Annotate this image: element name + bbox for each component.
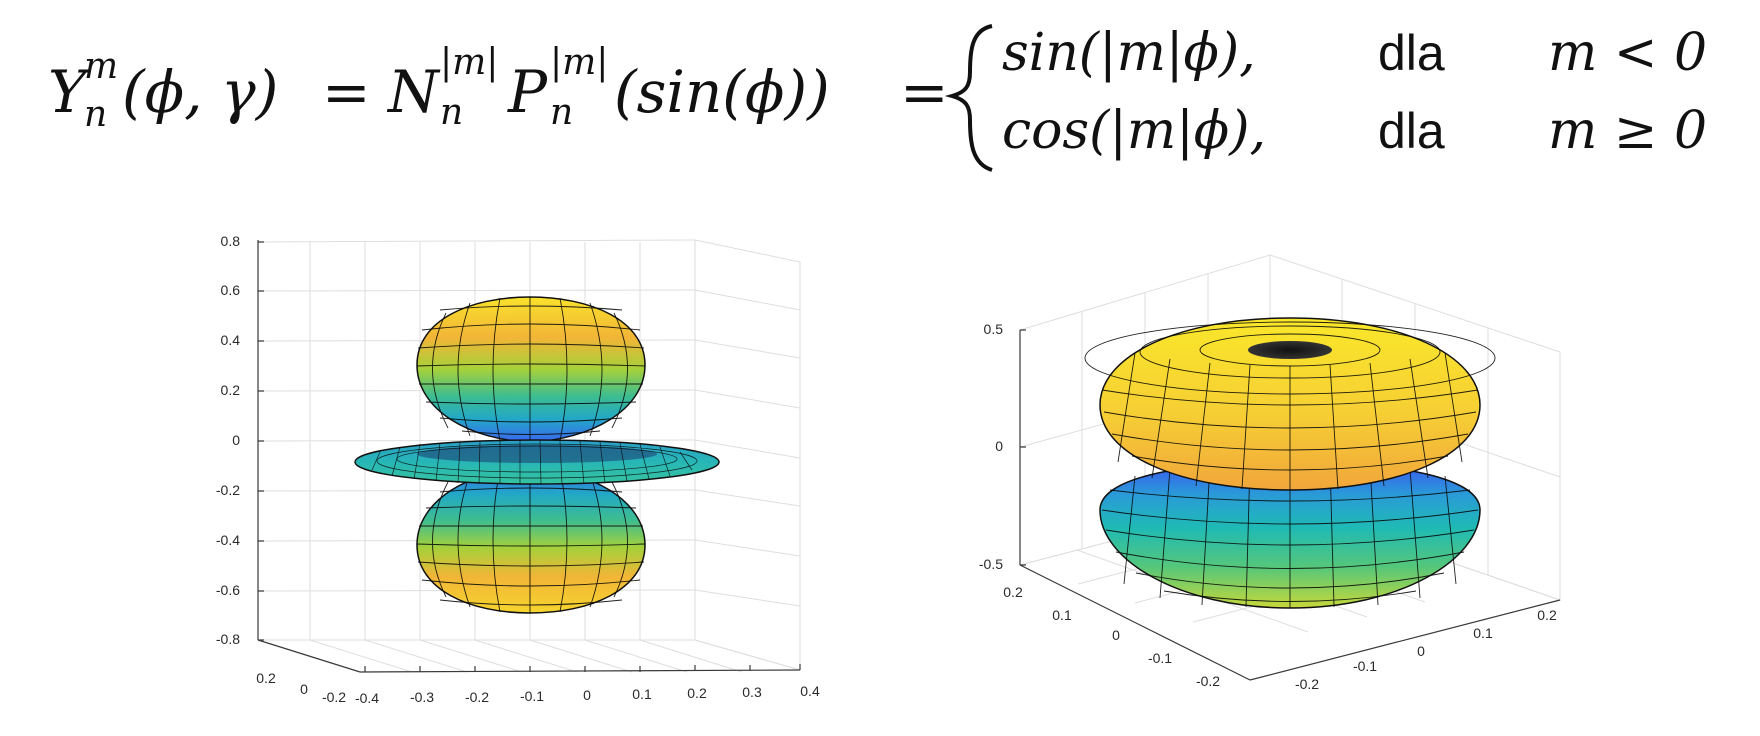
formula-P-superscript: |m| — [550, 42, 608, 83]
left-x-tick-0.4: 0.4 — [800, 683, 820, 699]
formula-legendre: P |m| n (sin(ϕ)) — [507, 42, 830, 133]
left-x-tick-0: 0 — [583, 687, 591, 703]
formula-case-brace — [944, 24, 993, 172]
formula-case2-condition: m ≥ 0 — [1548, 101, 1707, 161]
formula-P-argument: (sin(ϕ)) — [614, 58, 830, 126]
formula-equals-2: = — [900, 58, 949, 126]
left-z-tick-neg0.8: -0.8 — [216, 631, 240, 647]
right-plot-y-tick-labels: 0.2 0.1 0 -0.1 -0.2 — [1003, 584, 1220, 689]
right-y-tick-neg0.2: -0.2 — [1196, 673, 1220, 689]
formula-P: P — [507, 58, 548, 126]
left-plot-x-tick-labels: -0.4 -0.3 -0.2 -0.1 0 0.1 0.2 0.3 0.4 — [355, 683, 820, 706]
left-z-tick-0.4: 0.4 — [221, 332, 241, 348]
left-z-tick-neg0.6: -0.6 — [216, 582, 240, 598]
formula-case-1: sin(|m|ϕ), dla m < 0 — [1002, 23, 1707, 83]
formula-N-subscript: n — [440, 92, 463, 133]
formula-lhs: Y m n (ϕ, γ) — [48, 46, 278, 135]
right-x-tick-0.2: 0.2 — [1537, 607, 1557, 623]
left-y-tick-neg0.2: -0.2 — [322, 689, 346, 705]
right-plot-surface — [1084, 317, 1496, 609]
lower-lobe — [416, 467, 646, 614]
formula-Y-superscript: m — [84, 46, 118, 87]
left-x-tick-0.2: 0.2 — [687, 685, 707, 701]
right-x-tick-neg0.2: -0.2 — [1295, 676, 1319, 692]
left-x-tick-neg0.4: -0.4 — [355, 690, 379, 706]
right-z-tick-0.5: 0.5 — [984, 321, 1004, 337]
left-plot: 0.8 0.6 0.4 0.2 0 -0.2 -0.4 -0.6 -0.8 -0… — [216, 233, 820, 706]
formula-P-subscript: n — [550, 92, 573, 133]
right-x-tick-0: 0 — [1417, 643, 1425, 659]
formula: Y m n (ϕ, γ) = N |m| n P |m| n (sin(ϕ)) … — [48, 23, 1707, 172]
left-plot-surface — [354, 296, 720, 614]
left-plot-axes — [257, 240, 801, 673]
formula-N: N — [386, 58, 441, 126]
left-x-tick-neg0.2: -0.2 — [465, 689, 489, 705]
left-z-tick-0: 0 — [232, 432, 240, 448]
left-z-tick-0.2: 0.2 — [221, 382, 241, 398]
formula-N-superscript: |m| — [440, 42, 498, 83]
formula-normalization: N |m| n — [386, 42, 498, 133]
equatorial-disk — [354, 439, 720, 485]
left-z-tick-0.6: 0.6 — [221, 282, 241, 298]
formula-equals-1: = — [322, 58, 371, 126]
formula-Y-subscript: n — [84, 94, 107, 135]
right-plot-axes — [1019, 329, 1561, 681]
formula-case2-dla: dla — [1378, 103, 1445, 159]
formula-case1-condition: m < 0 — [1548, 23, 1707, 83]
upper-lobe — [416, 296, 646, 443]
right-x-tick-neg0.1: -0.1 — [1353, 658, 1377, 674]
right-x-tick-0.1: 0.1 — [1473, 625, 1493, 641]
formula-case1-expression: sin(|m|ϕ), — [1002, 23, 1256, 83]
right-plot-x-tick-labels: -0.2 -0.1 0 0.1 0.2 — [1295, 607, 1557, 692]
right-z-tick-0: 0 — [995, 438, 1003, 454]
left-x-tick-0.3: 0.3 — [742, 684, 762, 700]
left-plot-y-tick-labels: 0.2 0 -0.2 — [256, 670, 346, 705]
left-z-tick-neg0.2: -0.2 — [216, 482, 240, 498]
left-z-tick-0.8: 0.8 — [221, 233, 241, 249]
left-z-tick-neg0.4: -0.4 — [216, 532, 240, 548]
right-y-tick-0.2: 0.2 — [1003, 584, 1023, 600]
lower-torus — [1099, 461, 1481, 609]
left-x-tick-neg0.1: -0.1 — [520, 688, 544, 704]
formula-case-2: cos(|m|ϕ), dla m ≥ 0 — [1002, 101, 1707, 161]
right-y-tick-0: 0 — [1112, 627, 1120, 643]
right-plot: 0.5 0 -0.5 0.2 0.1 0 -0.1 -0.2 -0.2 -0.1… — [979, 254, 1562, 692]
right-z-tick-neg0.5: -0.5 — [979, 556, 1003, 572]
formula-case2-expression: cos(|m|ϕ), — [1002, 101, 1266, 161]
left-x-tick-neg0.3: -0.3 — [410, 689, 434, 705]
right-y-tick-neg0.1: -0.1 — [1148, 650, 1172, 666]
upper-torus — [1084, 317, 1496, 491]
left-y-tick-0: 0 — [300, 681, 308, 697]
formula-Y-arguments: (ϕ, γ) — [122, 58, 278, 126]
right-plot-z-tick-labels: 0.5 0 -0.5 — [979, 321, 1003, 572]
right-y-tick-0.1: 0.1 — [1052, 607, 1072, 623]
formula-Y: Y — [48, 58, 91, 126]
left-y-tick-0.2: 0.2 — [256, 670, 276, 686]
torus-hole — [1248, 341, 1332, 359]
formula-case1-dla: dla — [1378, 25, 1445, 81]
left-plot-z-tick-labels: 0.8 0.6 0.4 0.2 0 -0.2 -0.4 -0.6 -0.8 — [216, 233, 240, 647]
left-x-tick-0.1: 0.1 — [632, 686, 652, 702]
